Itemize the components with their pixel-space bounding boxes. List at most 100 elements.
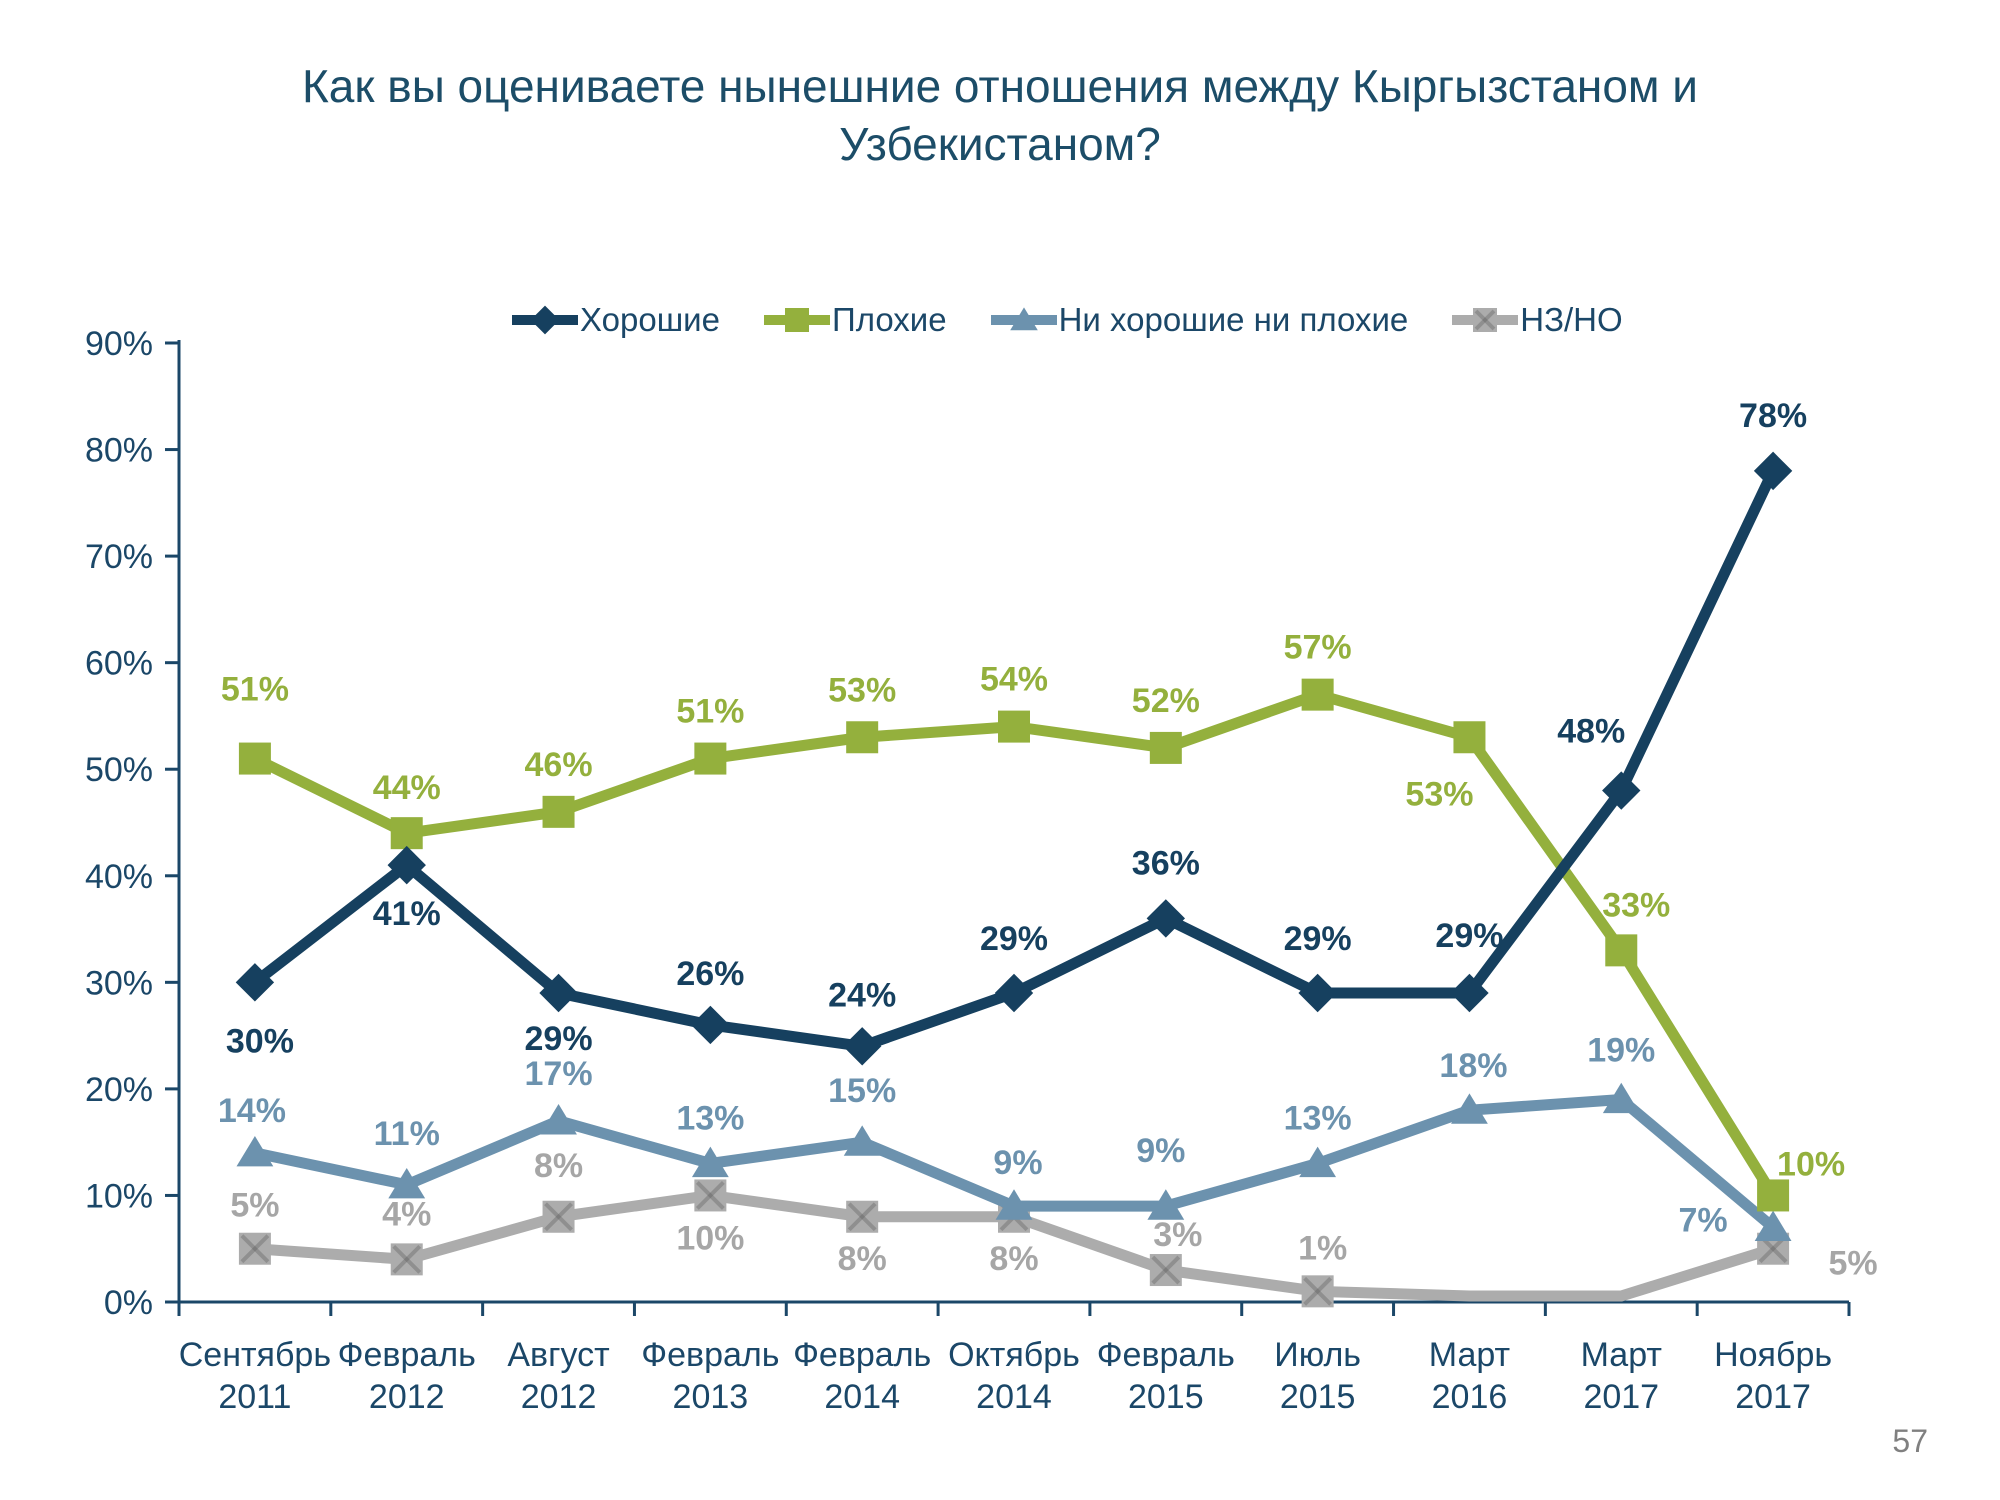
x-category-month: Февраль xyxy=(641,1336,779,1374)
x-category-year: 2012 xyxy=(521,1378,597,1416)
y-tick-label: 80% xyxy=(85,432,153,470)
x-category-year: 2016 xyxy=(1432,1378,1508,1416)
page-title: Как вы оцениваете нынешние отношения меж… xyxy=(301,60,1698,170)
square-marker-icon xyxy=(1301,678,1334,711)
square-x-marker-icon xyxy=(1473,308,1498,332)
data-label: 41% xyxy=(373,895,441,933)
square-x-marker-icon xyxy=(1149,1254,1182,1287)
legend-item-bad: Плохие xyxy=(763,301,947,339)
data-label: 29% xyxy=(1435,917,1503,955)
triangle-marker-icon xyxy=(843,1125,881,1156)
x-category-month: Февраль xyxy=(338,1336,476,1374)
series-good-line xyxy=(251,468,1779,1052)
data-label: 54% xyxy=(980,661,1048,699)
y-tick-label: 60% xyxy=(85,645,153,683)
y-tick-label: 50% xyxy=(85,751,153,789)
diamond-marker-icon xyxy=(691,1005,730,1045)
data-label: 5% xyxy=(230,1187,279,1225)
legend-label-neither: Ни хорошие ни плохие xyxy=(1058,301,1409,338)
data-label: 53% xyxy=(1405,775,1473,813)
square-marker-icon xyxy=(1149,731,1182,764)
series-good xyxy=(235,451,1793,1066)
data-label: 26% xyxy=(676,955,744,993)
legend-square-x-icon xyxy=(1452,308,1519,332)
x-category-year: 2012 xyxy=(369,1378,445,1416)
x-category-month: Июль xyxy=(1274,1336,1361,1374)
data-label: 9% xyxy=(993,1144,1042,1182)
y-tick-label: 40% xyxy=(85,858,153,896)
y-tick-label: 20% xyxy=(85,1071,153,1109)
x-category-month: Март xyxy=(1581,1336,1662,1374)
legend-item-good: Хорошие xyxy=(512,301,720,339)
legend-item-dk-na: НЗ/НО xyxy=(1452,301,1623,339)
triangle-marker-icon xyxy=(691,1146,729,1178)
data-label: 13% xyxy=(676,1099,744,1137)
square-x-marker-icon xyxy=(238,1232,271,1265)
x-category-year: 2011 xyxy=(218,1378,291,1416)
data-label: 29% xyxy=(1284,920,1352,958)
x-category-year: 2015 xyxy=(1280,1378,1356,1416)
legend-label-bad: Плохие xyxy=(831,301,947,338)
data-label: 57% xyxy=(1284,629,1352,667)
data-label: 10% xyxy=(1777,1145,1845,1183)
square-marker-icon xyxy=(238,742,271,775)
data-label: 15% xyxy=(828,1072,896,1110)
chart-legend: Хорошие Плохие Ни хорошие ни плохие НЗ/НО xyxy=(512,301,1623,339)
square-marker-icon xyxy=(694,742,727,775)
series-neither xyxy=(236,1082,1792,1242)
y-axis-labels: 0% 10% 20% 30% 40% 50% 60% 70% 80% 90% xyxy=(85,325,153,1322)
data-label: 8% xyxy=(534,1147,583,1185)
square-marker-icon xyxy=(1605,934,1638,967)
x-category-month: Сентябрь xyxy=(179,1336,331,1374)
legend-triangle-icon xyxy=(990,307,1057,331)
y-tick-label: 30% xyxy=(85,964,153,1002)
page-number: 57 xyxy=(1892,1423,1928,1459)
square-x-marker-icon xyxy=(1301,1275,1334,1308)
data-label: 53% xyxy=(828,671,896,709)
data-label: 36% xyxy=(1132,844,1200,882)
square-marker-icon xyxy=(1453,721,1486,754)
data-label: 78% xyxy=(1739,397,1807,435)
series-good-labels: 30% 41% 29% 26% 24% 29% 36% 29% 29% 48% 78% xyxy=(226,397,1807,1060)
y-tick-label: 0% xyxy=(104,1284,153,1322)
x-category-month: Февраль xyxy=(793,1336,931,1374)
data-label: 14% xyxy=(218,1092,286,1130)
square-marker-icon xyxy=(390,817,423,850)
triangle-marker-icon xyxy=(1299,1146,1337,1178)
series-neither-labels: 14% 11% 17% 13% 15% 9% 9% 13% 18% 19% 7% xyxy=(218,1032,1728,1240)
x-category-month: Февраль xyxy=(1097,1336,1235,1374)
data-label: 11% xyxy=(374,1115,440,1153)
x-axis-labels: Сентябрь 2011 Февраль 2012 Август 2012 Февраль… xyxy=(179,1336,1832,1416)
square-marker-icon xyxy=(542,795,575,828)
data-label: 8% xyxy=(989,1240,1038,1278)
x-category-month: Ноябрь xyxy=(1714,1336,1832,1374)
data-label: 9% xyxy=(1136,1132,1185,1170)
data-label: 8% xyxy=(838,1240,887,1278)
square-x-marker-icon xyxy=(846,1200,879,1233)
data-label: 24% xyxy=(828,976,896,1014)
triangle-marker-icon xyxy=(1147,1189,1185,1220)
data-label: 5% xyxy=(1829,1245,1878,1283)
data-label: 3% xyxy=(1153,1216,1202,1254)
data-label: 52% xyxy=(1132,682,1200,720)
square-marker-icon xyxy=(998,710,1030,743)
square-marker-icon xyxy=(784,308,809,332)
legend-label-dk-na: НЗ/НО xyxy=(1520,301,1623,338)
x-category-year: 2014 xyxy=(824,1378,900,1416)
data-label: 1% xyxy=(1298,1229,1347,1267)
series-bad-labels: 51% 44% 46% 51% 53% 54% 52% 57% 53% 33% 10% xyxy=(221,629,1845,1184)
square-x-marker-icon xyxy=(542,1200,575,1233)
diamond-marker-icon xyxy=(1753,451,1793,491)
data-label: 17% xyxy=(525,1055,593,1093)
series-bad xyxy=(238,678,1790,1212)
square-x-marker-icon xyxy=(694,1179,727,1212)
data-label: 29% xyxy=(525,1020,593,1058)
data-label: 13% xyxy=(1284,1099,1352,1137)
diamond-marker-icon xyxy=(387,845,426,885)
data-label: 51% xyxy=(676,693,744,731)
diamond-marker-icon xyxy=(1602,771,1641,810)
y-tick-label: 70% xyxy=(85,538,153,576)
triangle-marker-icon xyxy=(388,1167,426,1199)
square-marker-icon xyxy=(846,721,879,754)
diamond-marker-icon xyxy=(1146,899,1186,938)
